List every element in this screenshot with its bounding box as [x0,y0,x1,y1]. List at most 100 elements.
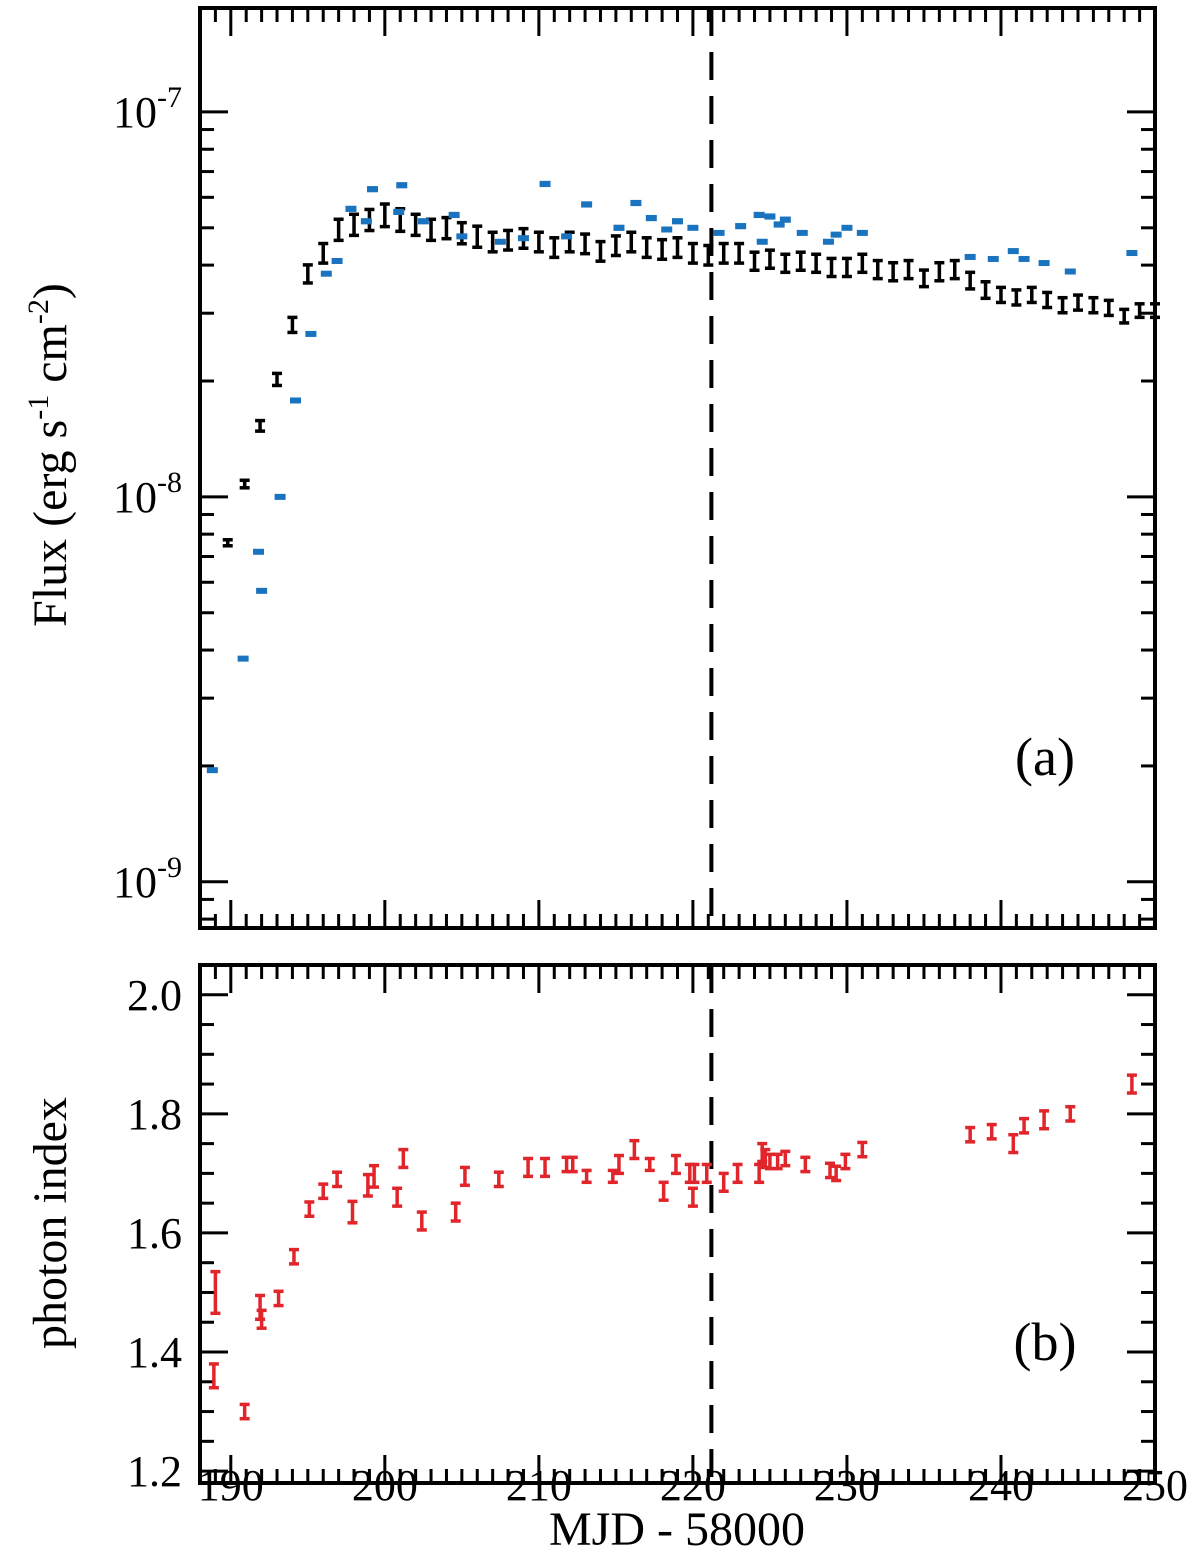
flux-point-black [1088,295,1099,315]
flux-point-black [503,228,514,252]
flux-point-blue [206,767,218,774]
flux-point-black [272,371,283,388]
flux-point-black [349,212,360,238]
photon-index-point [644,1156,655,1173]
flux-point-black [949,258,960,281]
photon-index-y-tick-label: 1.2 [127,1447,182,1496]
photon-index-point [800,1155,811,1174]
photon-index-panel-ticks [200,965,1155,1483]
photon-index-point [658,1180,669,1202]
flux-point-blue [645,214,657,222]
flux-point-blue [367,186,379,193]
photon-index-point [318,1182,329,1201]
photon-index-point [459,1165,470,1188]
flux-point-black [287,315,298,335]
photon-index-point [288,1247,299,1266]
flux-point-blue [561,233,573,240]
flux-point-black [222,538,233,548]
flux-point-blue [290,397,301,404]
flux-point-blue [661,226,673,233]
photon-index-point [416,1210,427,1232]
flux-point-blue [517,235,529,242]
x-tick-label: 190 [198,1461,264,1510]
photon-index-y-tick-label: 2.0 [127,971,182,1020]
photon-index-series-red [208,1073,1137,1421]
flux-point-black [487,230,498,254]
flux-point-black [472,224,483,250]
flux-point-blue [753,211,765,219]
photon-index-point [607,1168,618,1185]
flux-y-axis-label: Flux (erg s-1 cm-2) [22,283,77,627]
flux-point-blue [713,229,725,236]
flux-point-blue [796,229,808,236]
flux-point-blue [456,233,468,240]
flux-point-black [533,230,544,254]
flux-point-blue [1126,250,1138,257]
flux-point-blue [964,253,976,260]
flux-point-black [687,241,698,265]
photon-index-point [840,1152,851,1171]
flux-point-black [318,241,329,265]
flux-panel: 10-9 10-8 10-7 Flux (erg s-1 cm-2) (a) [22,6,1160,930]
photon-index-point [392,1186,403,1208]
flux-point-black [1103,298,1114,318]
flux-point-blue [779,216,791,223]
x-tick-label: 200 [352,1461,418,1510]
flux-panel-frame [198,6,1157,930]
flux-point-blue [830,231,842,238]
flux-point-black [1042,290,1053,310]
photon-index-point [701,1162,712,1185]
photon-index-point [965,1125,976,1144]
photon-index-point [1008,1132,1019,1155]
flux-point-blue [253,548,265,555]
photon-index-point [540,1156,551,1179]
flux-point-blue [1064,268,1076,275]
flux-point-blue [305,330,317,337]
flux-point-black [672,236,683,260]
flux-point-black [780,252,791,275]
flux-point-blue [841,224,853,231]
flux-point-black [441,215,452,241]
photon-index-point [732,1162,743,1185]
x-tick-labels: 190 200 210 220 230 240 250 [198,1461,1188,1510]
flux-point-blue [630,199,642,207]
flux-point-blue [987,255,999,262]
flux-point-black [379,202,390,229]
flux-point-blue [360,218,372,225]
photon-index-point [1126,1073,1137,1095]
x-tick-label: 240 [968,1461,1034,1510]
photon-index-point [689,1162,700,1185]
flux-point-black [934,260,945,283]
flux-point-black [1134,302,1145,320]
photon-index-point [561,1155,572,1174]
photon-index-point [1019,1116,1030,1135]
flux-point-blue [417,218,429,225]
flux-point-black [410,212,421,238]
flux-point-black [302,263,313,285]
flux-y-tick-label: 10-9 [113,851,182,907]
flux-point-blue [448,211,460,219]
flux-point-black [1011,288,1022,307]
photon-index-point [304,1200,315,1219]
x-tick-label: 230 [814,1461,880,1510]
flux-point-black [888,260,899,283]
flux-series-blue [206,180,1138,774]
photon-index-point [613,1153,624,1176]
flux-point-blue [735,223,747,230]
flux-point-black [595,239,606,263]
photon-index-point [629,1138,640,1161]
photon-index-point [347,1199,358,1225]
flux-point-blue [396,182,408,189]
flux-point-blue [274,493,286,500]
photon-index-point [362,1172,373,1198]
flux-point-blue [773,221,785,228]
photon-index-point [273,1289,284,1308]
flux-series-black [222,202,1160,548]
flux-point-blue [331,257,343,264]
photon-index-point [857,1140,868,1159]
flux-point-black [811,252,822,275]
flux-point-black [872,258,883,281]
flux-panel-label: (a) [1015,727,1075,787]
flux-point-blue [256,587,268,594]
flux-point-black [857,252,868,275]
